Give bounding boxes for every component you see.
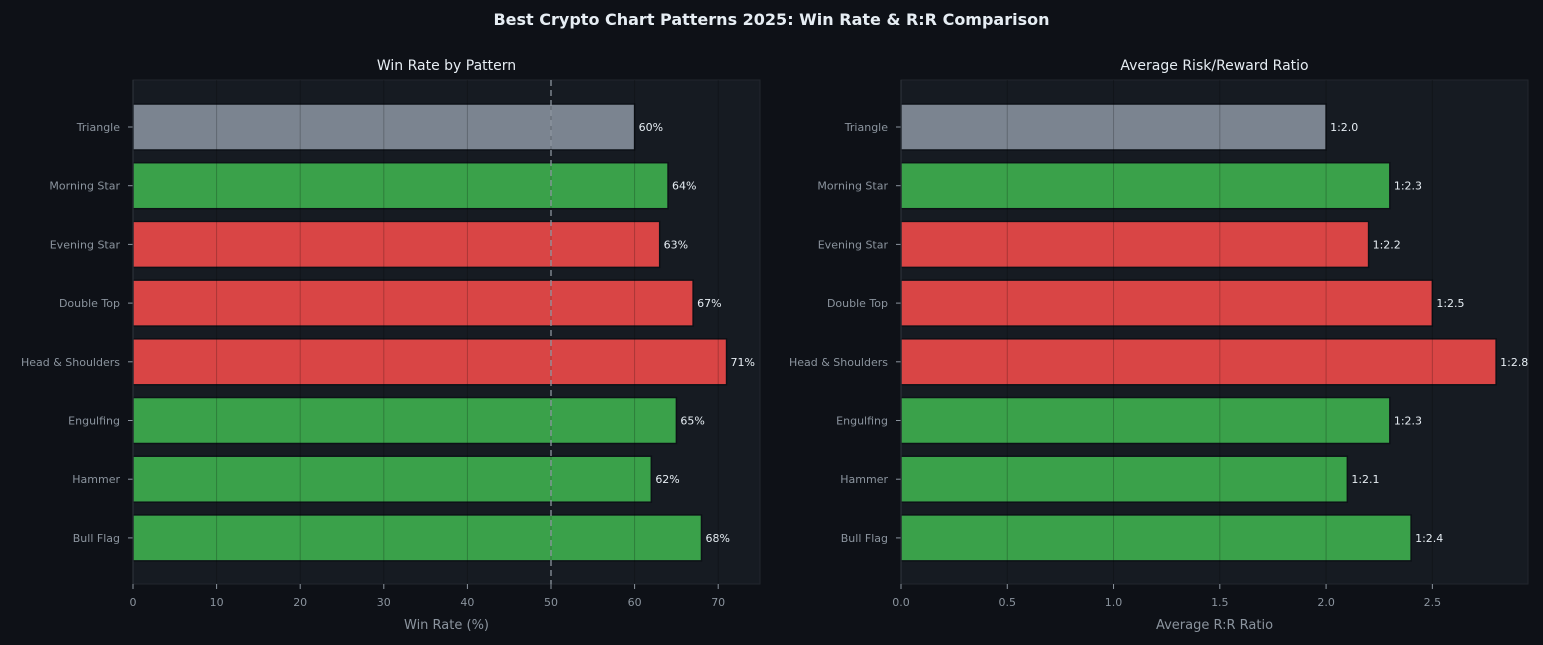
chart1-category-label: Hammer bbox=[72, 473, 120, 486]
chart2-category-label: Evening Star bbox=[818, 238, 889, 251]
chart2-data-label: 1:2.0 bbox=[1330, 121, 1358, 134]
chart2-xtick-label: 2.5 bbox=[1424, 596, 1442, 609]
chart1-category-label: Double Top bbox=[59, 297, 120, 310]
chart2-xtick-label: 1.5 bbox=[1211, 596, 1229, 609]
chart1-category-label: Morning Star bbox=[49, 180, 120, 193]
chart2-bar bbox=[900, 455, 1349, 503]
chart2-data-label: 1:2.1 bbox=[1351, 473, 1379, 486]
chart1-bar bbox=[132, 220, 661, 269]
chart1-bar bbox=[132, 279, 694, 327]
chart2-category-label: Bull Flag bbox=[841, 532, 888, 545]
chart2-plot-area bbox=[900, 79, 1529, 585]
chart2-data-label: 1:2.2 bbox=[1373, 238, 1401, 251]
chart2-category-label: Head & Shoulders bbox=[789, 356, 888, 369]
chart2-axes-title: Average Risk/Reward Ratio bbox=[1120, 58, 1308, 74]
chart2-data-label: 1:2.8 bbox=[1500, 356, 1528, 369]
chart1-category-label: Triangle bbox=[76, 121, 120, 134]
chart1-data-label: 71% bbox=[731, 356, 755, 369]
chart2-data-label: 1:2.4 bbox=[1415, 532, 1443, 545]
chart1-xtick-label: 60 bbox=[628, 596, 642, 609]
chart2-category-label: Triangle bbox=[844, 121, 888, 134]
chart1-data-label: 64% bbox=[672, 180, 696, 193]
chart1-bar bbox=[132, 161, 669, 210]
chart2-xtick-label: 2.0 bbox=[1317, 596, 1335, 609]
chart2-bar bbox=[900, 103, 1327, 151]
chart1-data-label: 67% bbox=[697, 297, 721, 310]
chart2-xtick-label: 0.5 bbox=[999, 596, 1017, 609]
chart1-bar bbox=[132, 455, 653, 503]
chart1-bar bbox=[132, 396, 678, 445]
chart1-xtick-label: 40 bbox=[460, 596, 474, 609]
chart1-data-label: 63% bbox=[664, 238, 688, 251]
chart2-bar bbox=[900, 161, 1391, 210]
chart2-bar bbox=[900, 279, 1434, 327]
chart2-category-label: Engulfing bbox=[836, 415, 888, 428]
chart2-data-label: 1:2.3 bbox=[1394, 415, 1422, 428]
chart2-xtick-label: 0.0 bbox=[892, 596, 910, 609]
chart1-xtick-label: 0 bbox=[130, 596, 137, 609]
chart1-category-label: Evening Star bbox=[50, 238, 121, 251]
chart1-data-label: 60% bbox=[639, 121, 663, 134]
chart1-data-label: 62% bbox=[655, 473, 679, 486]
chart2-category-label: Morning Star bbox=[817, 180, 888, 193]
chart2-bar bbox=[900, 338, 1497, 386]
chart1-xtick-label: 20 bbox=[293, 596, 307, 609]
chart1-category-label: Head & Shoulders bbox=[21, 356, 120, 369]
chart2-xtick-label: 1.0 bbox=[1105, 596, 1123, 609]
chart2-category-label: Hammer bbox=[840, 473, 888, 486]
chart1-category-label: Bull Flag bbox=[73, 532, 120, 545]
chart1-axes-title: Win Rate by Pattern bbox=[377, 58, 516, 74]
chart2-x-axis-label: Average R:R Ratio bbox=[1156, 618, 1273, 633]
chart1-bar bbox=[132, 338, 728, 386]
chart1-data-label: 68% bbox=[705, 532, 729, 545]
chart2-data-label: 1:2.3 bbox=[1394, 180, 1422, 193]
chart1-xtick-label: 10 bbox=[210, 596, 224, 609]
chart1-data-label: 65% bbox=[680, 415, 704, 428]
chart-title: Best Crypto Chart Patterns 2025: Win Rat… bbox=[493, 10, 1050, 29]
chart1-bar bbox=[132, 514, 703, 562]
chart1-x-axis-label: Win Rate (%) bbox=[404, 618, 489, 633]
chart1-xtick-label: 70 bbox=[711, 596, 725, 609]
chart1-xtick-label: 50 bbox=[544, 596, 558, 609]
chart2-category-label: Double Top bbox=[827, 297, 888, 310]
chart2-bar bbox=[900, 396, 1391, 445]
chart1-xtick-label: 30 bbox=[377, 596, 391, 609]
chart2-bar bbox=[900, 514, 1412, 562]
chart2-bar bbox=[900, 220, 1370, 269]
chart1-category-label: Engulfing bbox=[68, 415, 120, 428]
chart2-data-label: 1:2.5 bbox=[1436, 297, 1464, 310]
